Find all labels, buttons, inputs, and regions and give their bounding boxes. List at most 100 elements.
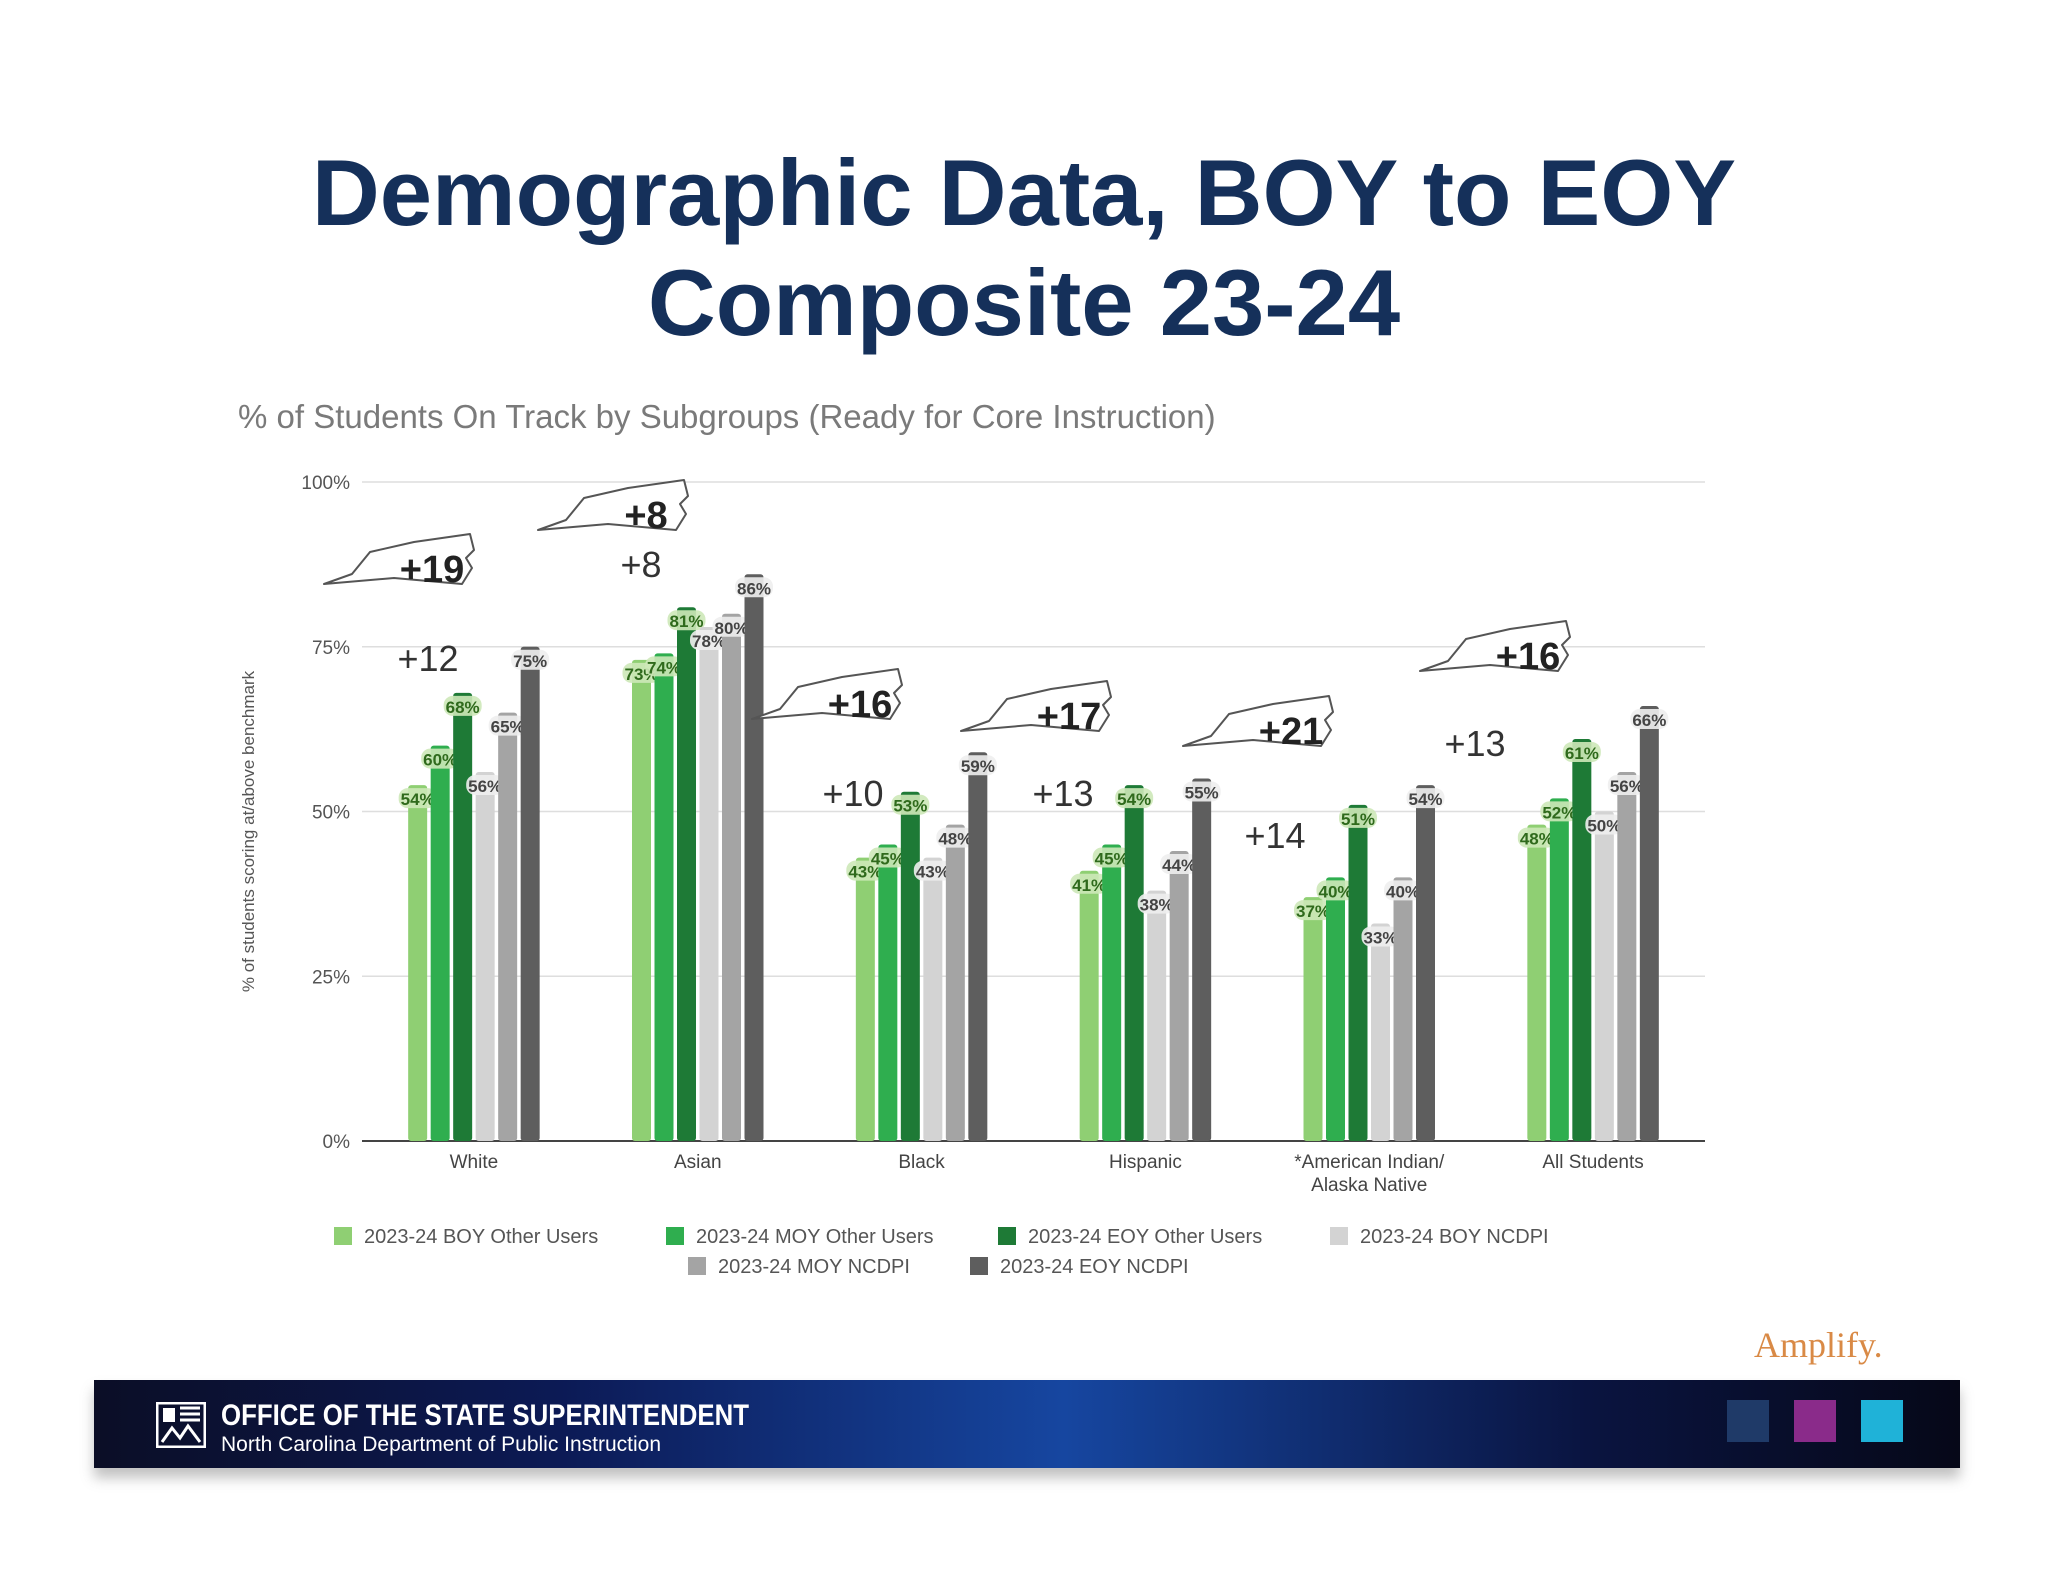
- data-label-bg: [1607, 774, 1646, 795]
- data-label: 60%: [423, 751, 457, 770]
- bar: [900, 791, 920, 1141]
- data-label: 43%: [848, 863, 882, 882]
- bar: [1169, 851, 1189, 1141]
- bar: [1416, 785, 1435, 1141]
- data-label-bg: [891, 794, 930, 815]
- data-label: 86%: [737, 579, 771, 598]
- legend-swatch: [998, 1227, 1016, 1245]
- bar: [1192, 778, 1212, 1141]
- other-users-gain-label: +12: [397, 638, 458, 679]
- data-label: 55%: [1185, 784, 1219, 803]
- ncdpi-gain-label: +16: [828, 684, 892, 726]
- data-label: 75%: [513, 652, 547, 671]
- bar: [1639, 706, 1659, 1141]
- data-label: 53%: [893, 797, 927, 816]
- bar: [855, 857, 875, 1141]
- office-subtitle: North Carolina Department of Public Inst…: [221, 1433, 662, 1456]
- data-label: 80%: [714, 619, 748, 638]
- y-tick-label: 25%: [312, 967, 350, 988]
- data-label: 44%: [1162, 856, 1196, 875]
- purple-square-icon: [1794, 1400, 1836, 1442]
- bar: [632, 659, 651, 1141]
- data-label: 48%: [938, 830, 972, 849]
- bar: [408, 785, 428, 1141]
- bar: [1079, 870, 1099, 1141]
- data-label-bg: [1406, 788, 1445, 809]
- data-label: 40%: [1318, 882, 1352, 901]
- bar: [1326, 877, 1345, 1141]
- data-label-bg: [958, 755, 997, 776]
- bar: [878, 844, 898, 1141]
- y-tick-label: 50%: [312, 803, 350, 824]
- bar: [1527, 824, 1547, 1141]
- chart-title: % of Students On Track by Subgroups (Rea…: [238, 398, 1216, 435]
- data-label-bg: [511, 649, 550, 670]
- bar: [722, 613, 741, 1141]
- legend-label: 2023-24 EOY Other Users: [1028, 1226, 1262, 1248]
- data-label-bg: [1562, 742, 1601, 763]
- bar: [1617, 771, 1637, 1141]
- ncdpi-gain-label: +19: [400, 549, 464, 591]
- bar: [475, 771, 495, 1141]
- amplify-logo: Amplify.: [1754, 1325, 1883, 1365]
- nc-dpi-emblem-icon: [156, 1402, 206, 1448]
- data-label: 54%: [1408, 790, 1442, 809]
- legend-swatch: [688, 1257, 706, 1275]
- data-label-bg: [1294, 900, 1332, 921]
- data-label: 41%: [1072, 876, 1106, 895]
- legend-swatch: [1330, 1227, 1348, 1245]
- data-label: 61%: [1565, 744, 1599, 763]
- data-label-bg: [936, 827, 975, 848]
- data-label: 59%: [961, 757, 995, 776]
- data-label-bg: [1339, 807, 1377, 828]
- bar: [1124, 785, 1144, 1141]
- legend-swatch: [334, 1227, 352, 1245]
- data-label: 51%: [1341, 810, 1375, 829]
- legend-label: 2023-24 BOY NCDPI: [1360, 1226, 1549, 1248]
- data-label: 38%: [1140, 896, 1174, 915]
- slide-title: Demographic Data, BOY to EOY Composite 2…: [0, 138, 2048, 358]
- data-label-bg: [1384, 880, 1422, 901]
- data-label-bg: [1630, 709, 1669, 730]
- data-label-bg: [913, 860, 952, 881]
- data-label-bg: [1316, 880, 1355, 901]
- data-label-bg: [466, 774, 505, 795]
- legend-label: 2023-24 MOY Other Users: [696, 1226, 934, 1248]
- nc-state-outline-icon: [751, 668, 903, 720]
- bar: [1147, 890, 1167, 1141]
- cyan-square-icon: [1861, 1400, 1903, 1442]
- legend-label: 2023-24 BOY Other Users: [364, 1226, 598, 1248]
- x-tick-label: All Students: [1542, 1152, 1643, 1173]
- y-tick-label: 0%: [323, 1132, 351, 1153]
- data-label: 40%: [1386, 882, 1420, 901]
- bar: [453, 692, 473, 1141]
- nc-state-outline-icon: [323, 533, 475, 585]
- bar: [744, 574, 764, 1141]
- data-label-bg: [1092, 847, 1131, 868]
- other-users-gain-label: +8: [620, 544, 661, 585]
- bar: [1348, 804, 1368, 1141]
- bar: [699, 626, 719, 1141]
- data-label: 56%: [468, 777, 502, 796]
- data-label: 43%: [916, 863, 950, 882]
- legend-label: 2023-24 MOY NCDPI: [718, 1256, 910, 1278]
- data-label: 33%: [1363, 929, 1397, 948]
- bar: [945, 824, 965, 1141]
- data-label: 37%: [1296, 902, 1330, 921]
- bar: [520, 646, 540, 1141]
- nc-state-outline-icon: [1182, 695, 1334, 747]
- ncdpi-gain-label: +17: [1037, 696, 1101, 738]
- data-label-bg: [1160, 854, 1199, 875]
- x-tick-label: Black: [898, 1152, 945, 1173]
- ncdpi-gain-label: +8: [624, 495, 667, 537]
- data-label: 78%: [692, 632, 726, 651]
- bar: [1102, 844, 1122, 1141]
- data-label-bg: [398, 788, 437, 809]
- other-users-gain-label: +14: [1244, 815, 1305, 856]
- bar: [498, 712, 518, 1141]
- data-label-bg: [712, 616, 751, 637]
- bar: [430, 745, 450, 1141]
- slide-title-line-1: Demographic Data, BOY to EOY: [311, 140, 1737, 245]
- bar: [1371, 923, 1390, 1141]
- bar: [923, 857, 943, 1141]
